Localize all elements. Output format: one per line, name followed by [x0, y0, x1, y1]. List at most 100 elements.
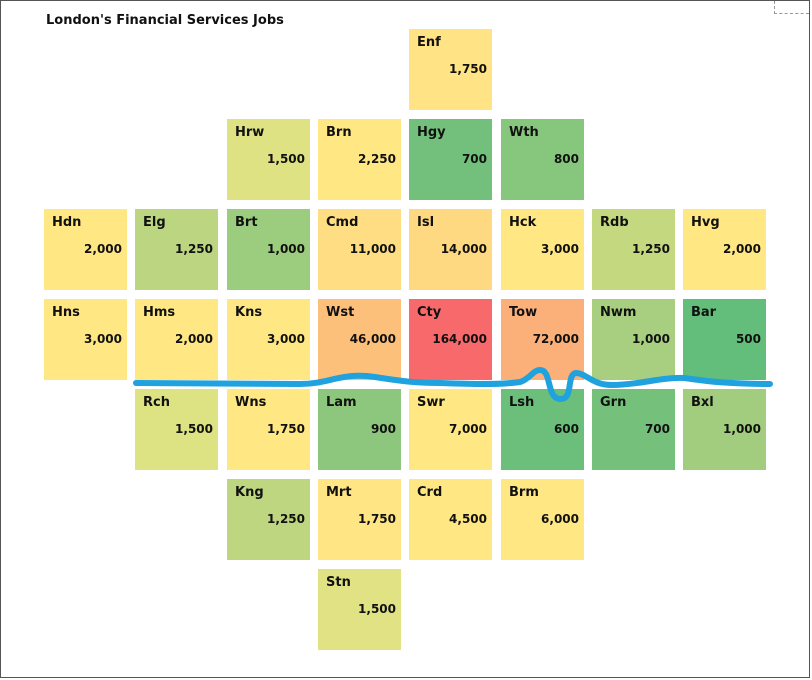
tile-value: 7,000 — [449, 422, 487, 436]
tile-value: 72,000 — [532, 332, 579, 346]
tile-code: Bar — [691, 305, 717, 320]
tile-wst: Wst 46,000 — [318, 299, 401, 380]
tile-lam: Lam 900 — [318, 389, 401, 470]
tile-value: 700 — [644, 422, 670, 436]
tile-code: Nwm — [600, 305, 637, 320]
tile-value: 14,000 — [440, 242, 487, 256]
tile-value: 1,250 — [267, 512, 305, 526]
tile-value: 6,000 — [541, 512, 579, 526]
tile-code: Brm — [509, 485, 539, 500]
tile-swr: Swr 7,000 — [409, 389, 492, 470]
tile-value: 2,000 — [84, 242, 122, 256]
tile-value: 1,250 — [175, 242, 213, 256]
tile-code: Hvg — [691, 215, 720, 230]
tile-nwm: Nwm 1,000 — [592, 299, 675, 380]
tile-hms: Hms 2,000 — [135, 299, 218, 380]
tile-value: 11,000 — [349, 242, 396, 256]
tile-code: Cty — [417, 305, 442, 320]
tile-value: 4,500 — [449, 512, 487, 526]
tile-hrw: Hrw 1,500 — [227, 119, 310, 200]
tile-code: Hck — [509, 215, 537, 230]
tile-code: Hdn — [52, 215, 82, 230]
tile-isl: Isl 14,000 — [409, 209, 492, 290]
resize-corner — [774, 1, 809, 14]
tile-hvg: Hvg 2,000 — [683, 209, 766, 290]
tile-code: Enf — [417, 35, 441, 50]
tile-code: Cmd — [326, 215, 359, 230]
tile-code: Mrt — [326, 485, 352, 500]
tile-code: Hrw — [235, 125, 265, 140]
tile-value: 1,250 — [632, 242, 670, 256]
tile-code: Rch — [143, 395, 170, 410]
tile-code: Hms — [143, 305, 176, 320]
tile-value: 1,750 — [358, 512, 396, 526]
tile-code: Crd — [417, 485, 443, 500]
tile-code: Hgy — [417, 125, 446, 140]
tile-value: 500 — [735, 332, 761, 346]
tile-code: Hns — [52, 305, 80, 320]
tile-value: 2,000 — [723, 242, 761, 256]
tile-value: 46,000 — [349, 332, 396, 346]
tile-value: 1,500 — [175, 422, 213, 436]
tile-cmd: Cmd 11,000 — [318, 209, 401, 290]
tile-rdb: Rdb 1,250 — [592, 209, 675, 290]
tile-kng: Kng 1,250 — [227, 479, 310, 560]
tile-value: 1,000 — [723, 422, 761, 436]
tile-code: Wst — [326, 305, 355, 320]
tile-stn: Stn 1,500 — [318, 569, 401, 650]
tile-hdn: Hdn 2,000 — [44, 209, 127, 290]
tile-code: Bxl — [691, 395, 714, 410]
tile-value: 2,250 — [358, 152, 396, 166]
tile-lsh: Lsh 600 — [501, 389, 584, 470]
tile-value: 1,750 — [449, 62, 487, 76]
tile-value: 700 — [461, 152, 487, 166]
tile-rch: Rch 1,500 — [135, 389, 218, 470]
tile-code: Kns — [235, 305, 263, 320]
tile-crd: Crd 4,500 — [409, 479, 492, 560]
tile-wns: Wns 1,750 — [227, 389, 310, 470]
tile-value: 1,000 — [632, 332, 670, 346]
tile-code: Wns — [235, 395, 267, 410]
tile-code: Rdb — [600, 215, 629, 230]
tile-code: Stn — [326, 575, 351, 590]
tile-code: Wth — [509, 125, 539, 140]
tile-brn: Brn 2,250 — [318, 119, 401, 200]
tile-hck: Hck 3,000 — [501, 209, 584, 290]
tile-bxl: Bxl 1,000 — [683, 389, 766, 470]
tile-bar: Bar 500 — [683, 299, 766, 380]
tile-value: 1,000 — [267, 242, 305, 256]
tile-value: 900 — [370, 422, 396, 436]
tile-value: 1,750 — [267, 422, 305, 436]
tile-code: Kng — [235, 485, 264, 500]
tile-value: 600 — [553, 422, 579, 436]
tile-code: Swr — [417, 395, 445, 410]
tile-value: 164,000 — [432, 332, 487, 346]
tile-value: 1,500 — [267, 152, 305, 166]
tile-hns: Hns 3,000 — [44, 299, 127, 380]
tile-enf: Enf 1,750 — [409, 29, 492, 110]
tile-value: 1,500 — [358, 602, 396, 616]
tile-code: Elg — [143, 215, 166, 230]
tile-code: Grn — [600, 395, 627, 410]
tile-cty: Cty 164,000 — [409, 299, 492, 380]
tile-tow: Tow 72,000 — [501, 299, 584, 380]
tile-code: Tow — [509, 305, 538, 320]
tile-brm: Brm 6,000 — [501, 479, 584, 560]
tile-wth: Wth 800 — [501, 119, 584, 200]
tile-code: Isl — [417, 215, 435, 230]
chart-title: London's Financial Services Jobs — [46, 13, 284, 28]
tile-code: Lsh — [509, 395, 535, 410]
tile-hgy: Hgy 700 — [409, 119, 492, 200]
tile-mrt: Mrt 1,750 — [318, 479, 401, 560]
tile-grn: Grn 700 — [592, 389, 675, 470]
tile-value: 3,000 — [84, 332, 122, 346]
tile-code: Brt — [235, 215, 258, 230]
tile-code: Brn — [326, 125, 352, 140]
tile-code: Lam — [326, 395, 357, 410]
tile-value: 3,000 — [267, 332, 305, 346]
tile-value: 800 — [553, 152, 579, 166]
tile-value: 2,000 — [175, 332, 213, 346]
tile-brt: Brt 1,000 — [227, 209, 310, 290]
tile-kns: Kns 3,000 — [227, 299, 310, 380]
